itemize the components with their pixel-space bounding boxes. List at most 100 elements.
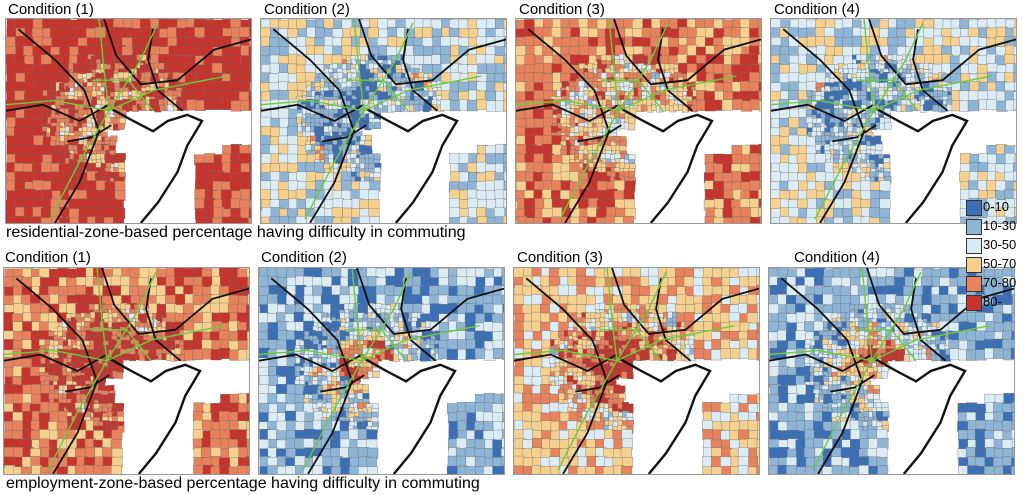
zone-cell — [139, 268, 150, 279]
zone-cell — [4, 384, 16, 395]
prefecture-border — [145, 278, 181, 362]
choropleth-svg — [6, 19, 251, 223]
zone-cell — [230, 161, 241, 173]
rail-line — [106, 271, 157, 362]
zone-cell — [108, 393, 115, 400]
zone-cell — [503, 161, 506, 173]
rail-line — [261, 99, 365, 112]
zone-cell — [248, 208, 251, 220]
zone-cell — [824, 217, 835, 223]
zone-cell — [140, 27, 152, 38]
rail-line — [304, 110, 365, 220]
zone-cell — [757, 54, 761, 65]
zone-cell — [587, 28, 599, 39]
rail-line — [49, 110, 110, 220]
zone-cell — [248, 172, 251, 184]
zone-cell — [261, 116, 272, 128]
zone-cell — [524, 54, 536, 66]
zone-cell — [295, 216, 307, 223]
zone-cell — [502, 215, 506, 223]
zone-cell — [842, 19, 854, 29]
row1-condition4-label: Condition (4) — [774, 1, 860, 18]
rail-line — [608, 19, 620, 111]
zone-cell — [1014, 216, 1016, 223]
zone-cell — [843, 216, 855, 223]
zone-cell — [502, 322, 504, 334]
zone-cell — [842, 36, 854, 48]
zone-cell — [758, 82, 761, 93]
zone-cell — [578, 80, 586, 88]
zone-cell — [859, 144, 867, 152]
prefecture-border — [17, 28, 101, 223]
zone-cell — [110, 275, 122, 287]
zone-cell — [516, 170, 527, 182]
zone-cell — [230, 80, 242, 92]
zone-cell — [239, 81, 251, 93]
zone-cell — [204, 153, 216, 165]
zone-cell — [815, 171, 827, 183]
prefecture-border — [868, 19, 1016, 86]
zone-cell — [722, 207, 734, 219]
zone-cell — [4, 339, 15, 351]
zone-cell — [248, 153, 251, 165]
prefecture-border — [912, 29, 948, 112]
zone-cell — [249, 28, 251, 40]
zone-cell — [276, 339, 288, 351]
zone-cell — [968, 90, 980, 102]
zone-cell — [193, 465, 205, 474]
zone-cell — [422, 26, 433, 38]
zone-cell — [22, 411, 34, 423]
row2-map-condition2 — [258, 267, 505, 475]
zone-cell — [377, 19, 389, 30]
zone-cell — [551, 27, 562, 38]
zone-cell — [458, 19, 470, 31]
zone-cell — [203, 198, 215, 209]
rail-line — [108, 75, 227, 112]
zone-cell — [814, 153, 826, 165]
zone-cell — [502, 312, 504, 323]
rail-line — [363, 22, 414, 112]
zone-cell — [221, 90, 233, 101]
prefecture-border — [101, 268, 249, 335]
zone-cell — [261, 144, 271, 156]
zone-cell — [247, 403, 249, 414]
zone-cell — [476, 99, 488, 111]
zone-cell — [4, 295, 15, 307]
zone-cell — [246, 465, 249, 474]
zone-cell — [723, 217, 735, 223]
zone-cell — [869, 207, 881, 219]
zone-cell — [883, 162, 891, 170]
zone-cell — [247, 277, 249, 289]
zone-cell — [1013, 91, 1016, 103]
zone-cell — [623, 189, 635, 201]
zone-cell — [516, 81, 527, 93]
zone-cell — [13, 303, 24, 315]
row1-map-condition2 — [260, 18, 507, 224]
zone-cell — [502, 100, 506, 112]
zone-cell — [269, 62, 281, 74]
zone-cell — [40, 207, 52, 219]
zone-cell — [959, 36, 971, 48]
zone-cell — [440, 36, 452, 48]
zone-cell — [341, 45, 353, 57]
zone-cell — [788, 117, 800, 129]
zone-cell — [248, 180, 251, 192]
zone-cell — [467, 197, 479, 209]
zone-cell — [516, 45, 526, 57]
zone-cell — [75, 294, 87, 306]
zone-cell — [1012, 27, 1016, 39]
zone-cell — [1013, 162, 1016, 174]
prefecture-border — [782, 28, 866, 223]
zone-cell — [851, 35, 863, 47]
zone-cell — [771, 171, 782, 183]
zone-cell — [759, 72, 761, 83]
zone-cell — [246, 304, 249, 316]
zone-cell — [249, 81, 251, 93]
prefecture-border — [6, 103, 110, 123]
zone-cell — [203, 170, 215, 182]
coastline — [875, 107, 969, 223]
zone-cell — [492, 294, 504, 306]
zone-cell — [758, 63, 761, 75]
zone-cell — [967, 100, 979, 112]
coastline — [365, 107, 459, 223]
